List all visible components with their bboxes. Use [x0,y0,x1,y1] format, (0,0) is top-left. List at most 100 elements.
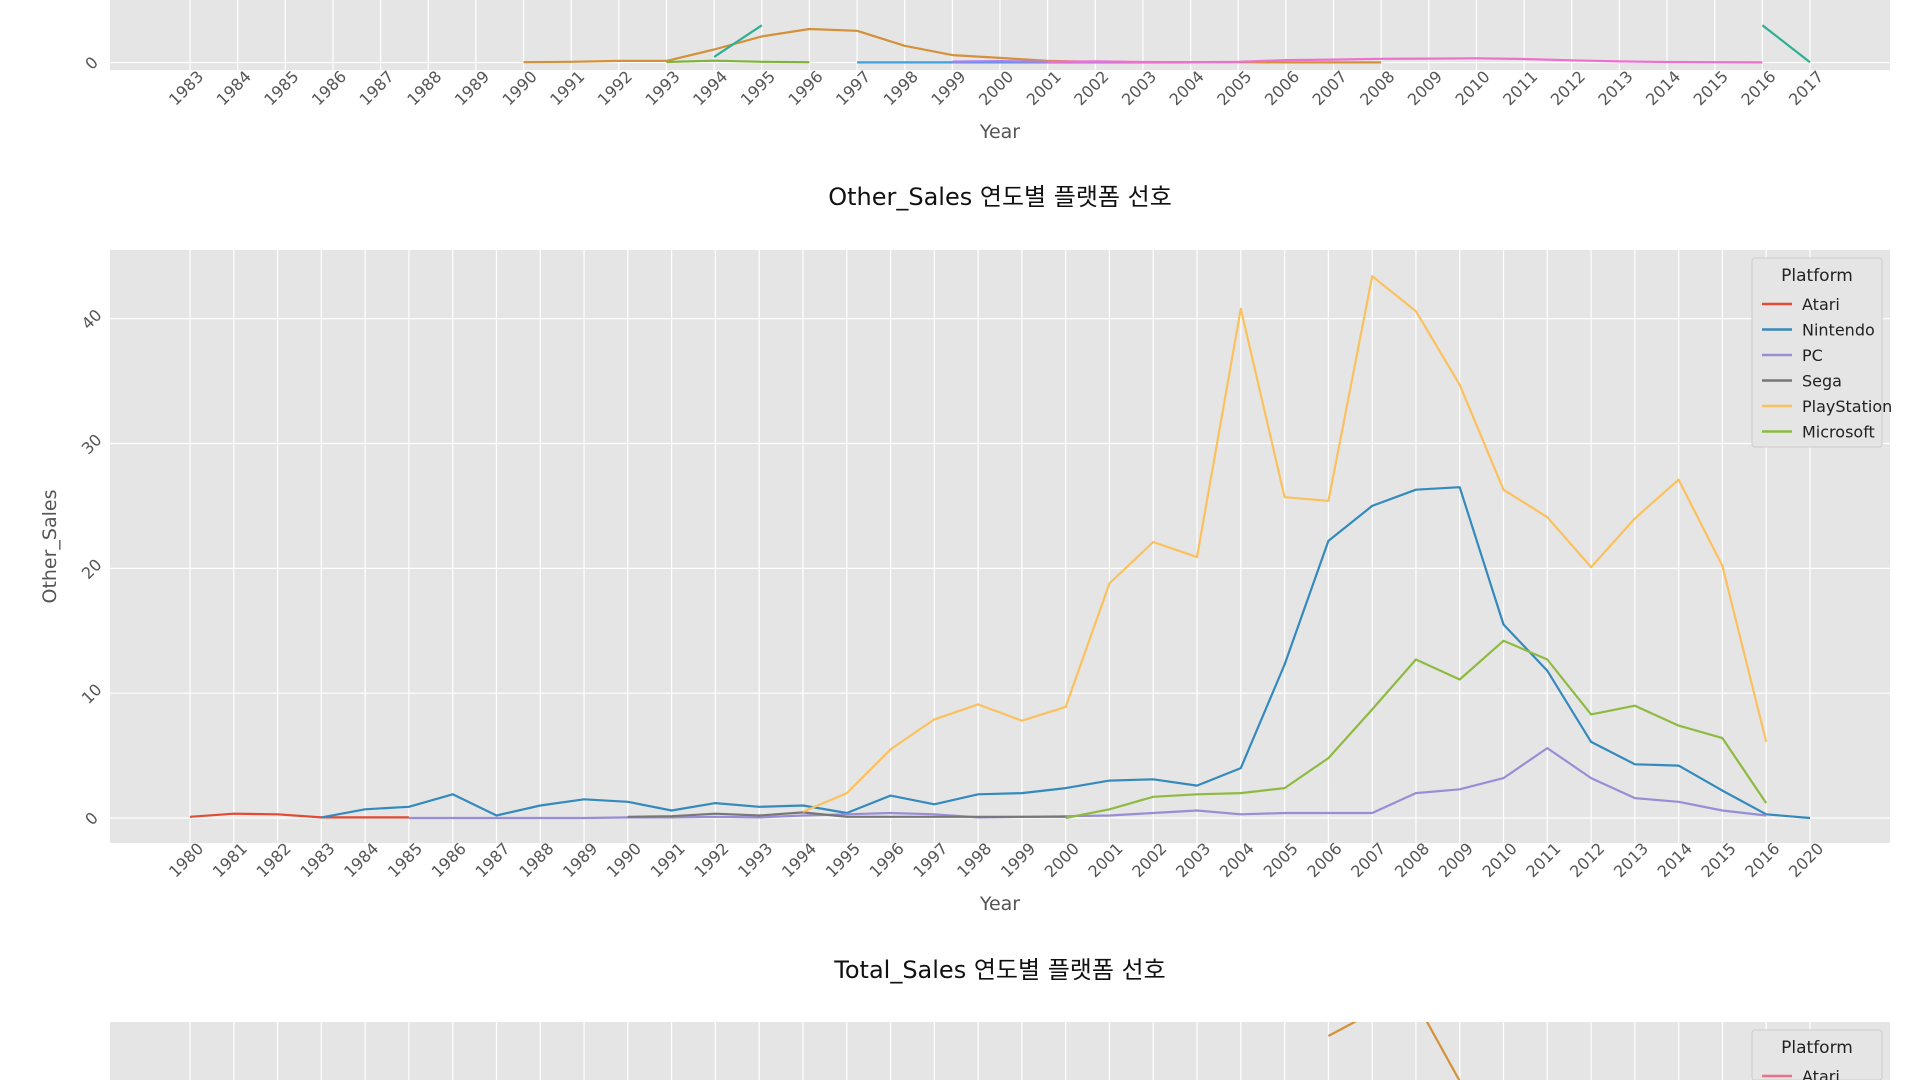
series-line-2 [713,24,763,58]
x-tick-label: 2004 [1216,839,1258,881]
x-tick-label: 1993 [641,67,683,109]
x-tick-label: 1995 [737,67,779,109]
series-line-nintendo [321,486,1811,820]
x-tick-label: 1999 [997,839,1039,881]
x-tick-label: 1985 [384,839,426,881]
x-tick-label: 1988 [515,839,557,881]
series-line-atari [189,812,409,819]
legend-label-playstation: PlayStation [1802,397,1892,416]
series-line-playstation [802,275,1768,813]
x-axis-label: Year [979,893,1020,915]
x-tick-label: 2020 [1785,839,1827,881]
x-tick-label: 1998 [953,839,995,881]
x-tick-label: 1997 [832,67,874,109]
y-tick-label: 30 [78,430,106,458]
legend-label-sega: Sega [1802,372,1842,391]
x-tick-label: 1992 [690,839,732,881]
y-tick-label: 0 [81,808,102,829]
series-line-sega [627,811,1066,818]
x-tick-label: 1996 [784,67,826,109]
series-line-microsoft [1065,639,1768,820]
x-tick-label: 1983 [296,839,338,881]
x-tick-label: 1996 [866,839,908,881]
x-tick-label: 2005 [1260,839,1302,881]
x-tick-label: 1987 [471,839,513,881]
series-line-6 [1047,57,1763,64]
x-tick-label: 1994 [778,839,820,881]
legend-label-nintendo: Nintendo [1802,321,1875,340]
legend-label-atari: Atari [1802,1067,1840,1080]
x-tick-label: 2016 [1741,839,1783,881]
x-axis-label: Year [979,121,1020,143]
x-tick-label: 2003 [1118,67,1160,109]
plot-background [110,1022,1890,1080]
x-tick-label: 2015 [1697,839,1739,881]
x-tick-label: 2013 [1594,67,1636,109]
x-tick-label: 2008 [1356,67,1398,109]
x-tick-label: 1990 [603,839,645,881]
x-tick-label: 2000 [1041,839,1083,881]
legend-label-atari: Atari [1802,295,1840,314]
chart-panel-0: 1983 1984 1985 1986 1987 1988 1989 1990 1991 1992… [81,0,1890,143]
x-tick-label: 1993 [734,839,776,881]
x-tick-label: 2012 [1547,67,1589,109]
plot-background [110,250,1890,843]
legend: Platform Atari [1751,1029,1883,1080]
legend-label-microsoft: Microsoft [1802,423,1875,442]
x-tick-label: 1987 [356,67,398,109]
x-tick-label: 1984 [213,67,255,109]
chart-panel-2: Total_Sales 연도별 플랫폼 선호 Platform Atari [110,956,1890,1080]
x-tick-label: 2004 [1166,67,1208,109]
x-tick-label: 2000 [975,67,1017,109]
x-tick-label: 2016 [1737,67,1779,109]
x-tick-label: 2002 [1128,839,1170,881]
x-tick-label: 2006 [1303,839,1345,881]
x-tick-label: 1986 [308,67,350,109]
charts-root: 1983 1984 1985 1986 1987 1988 1989 1990 1991 1992… [39,0,1892,1080]
y-tick-label: 10 [78,680,106,708]
y-axis-label: Other_Sales [39,489,61,603]
x-tick-label: 2005 [1213,67,1255,109]
x-tick-label: 1989 [451,67,493,109]
x-tick-label: 1980 [165,839,207,881]
legend: Platform Atari Nintendo PC Sega PlayStation Mi… [1751,257,1892,448]
chart-title: Total_Sales 연도별 플랫폼 선호 [833,956,1165,984]
x-tick-label: 2001 [1084,839,1126,881]
x-tick-label: 2007 [1347,839,1389,881]
x-tick-label: 2003 [1172,839,1214,881]
series-line-0 [1327,1022,1461,1080]
legend-label-pc: PC [1802,346,1823,365]
x-tick-label: 1991 [546,67,588,109]
x-tick-label: 2013 [1610,839,1652,881]
x-tick-label: 1997 [909,839,951,881]
x-tick-label: 1999 [927,67,969,109]
series-layer [1327,1022,1461,1080]
x-tick-label: 2008 [1391,839,1433,881]
x-tick-label: 1989 [559,839,601,881]
x-tick-label: 2011 [1522,839,1564,881]
x-tick-label: 1986 [428,839,470,881]
x-tick-label: 2014 [1642,67,1684,109]
x-tick-label: 1995 [822,839,864,881]
y-tick-label: 0 [81,53,102,74]
x-tick-label: 2010 [1451,67,1493,109]
x-tick-label: 2010 [1479,839,1521,881]
legend-box [1751,1029,1883,1080]
x-tick-label: 2012 [1566,839,1608,881]
x-tick-label: 2007 [1309,67,1351,109]
y-tick-label: 40 [78,305,106,333]
x-tick-label: 1984 [340,839,382,881]
x-tick-label: 1991 [647,839,689,881]
series-line-3 [1761,24,1811,64]
x-tick-label: 2009 [1435,839,1477,881]
x-tick-label: 1982 [253,839,295,881]
series-line-1 [666,59,810,64]
x-tick-label: 1985 [260,67,302,109]
x-tick-label: 1983 [165,67,207,109]
x-tick-label: 1981 [209,839,251,881]
chart-title: Other_Sales 연도별 플랫폼 선호 [828,183,1172,211]
legend-title: Platform [1781,1038,1853,1058]
x-tick-label: 1994 [689,67,731,109]
